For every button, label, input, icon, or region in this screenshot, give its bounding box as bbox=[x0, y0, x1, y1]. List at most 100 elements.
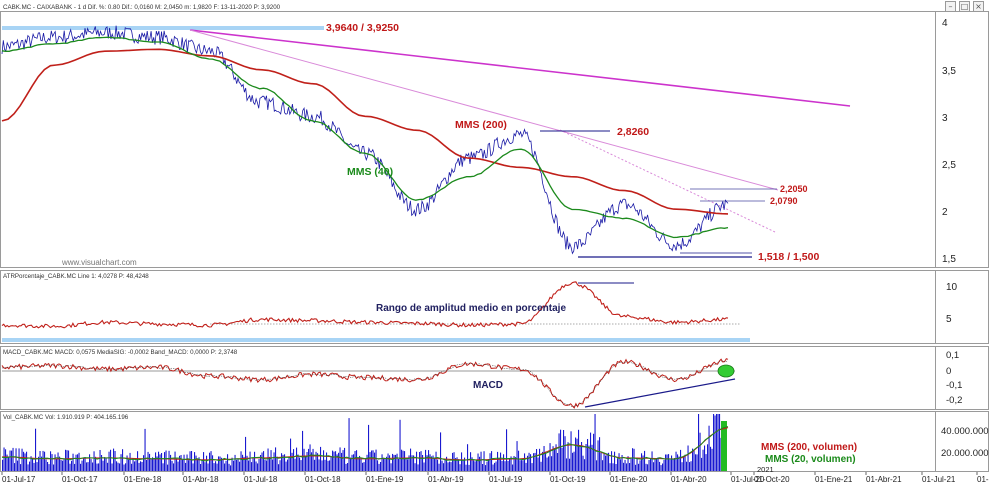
volume-bar bbox=[543, 446, 545, 471]
volume-bar bbox=[699, 432, 701, 471]
volume-bar bbox=[189, 451, 191, 471]
volume-bar bbox=[417, 464, 419, 471]
volume-bar bbox=[68, 450, 70, 471]
volume-bar bbox=[168, 450, 170, 471]
volume-bar bbox=[686, 461, 688, 471]
volume-bar bbox=[515, 457, 517, 471]
volume-bar bbox=[47, 462, 49, 471]
x-tick-label: 01-O bbox=[977, 475, 989, 484]
volume-bar bbox=[342, 450, 344, 471]
volume-highlight-bar bbox=[721, 421, 727, 471]
volume-bar bbox=[446, 456, 448, 471]
volume-bar bbox=[9, 450, 11, 471]
volume-bar bbox=[11, 450, 13, 471]
volume-bar bbox=[302, 430, 304, 471]
volume-bar bbox=[429, 454, 431, 471]
volume-bar bbox=[248, 460, 250, 471]
x-tick-label: 01-Oct-18 bbox=[305, 475, 341, 484]
label-mms200: MMS (200) bbox=[455, 119, 507, 131]
volume-bar bbox=[519, 460, 521, 471]
volume-bar bbox=[216, 463, 218, 471]
volume-bar bbox=[485, 465, 487, 471]
volume-bar bbox=[350, 457, 352, 471]
volume-bar bbox=[684, 454, 686, 471]
volume-bar bbox=[329, 460, 331, 471]
volume-bar bbox=[42, 450, 44, 471]
volume-bar bbox=[503, 454, 505, 471]
volume-bar bbox=[225, 460, 227, 471]
volume-bar bbox=[687, 445, 689, 471]
volume-bar bbox=[663, 460, 665, 471]
volume-bar bbox=[375, 449, 377, 471]
volume-bar bbox=[537, 457, 539, 471]
volume-bar bbox=[654, 459, 656, 471]
volume-bar bbox=[327, 460, 329, 471]
volume-bar bbox=[332, 450, 334, 471]
volume-bar bbox=[693, 450, 695, 471]
volume-bar bbox=[314, 459, 316, 471]
volume-bar bbox=[300, 460, 302, 471]
volume-bar bbox=[609, 463, 611, 471]
volume-bar bbox=[576, 438, 578, 471]
volume-bar bbox=[128, 459, 130, 471]
volume-bar bbox=[348, 418, 350, 471]
volume-bar bbox=[209, 452, 211, 471]
volume-bar bbox=[62, 460, 64, 471]
volume-bar bbox=[198, 457, 200, 471]
atr-ytick-10: 10 bbox=[946, 282, 958, 293]
volume-bar bbox=[572, 452, 574, 471]
mms200-series bbox=[1, 48, 729, 215]
volume-bar bbox=[36, 462, 38, 471]
volume-bar bbox=[690, 461, 692, 471]
volume-bar bbox=[627, 456, 629, 471]
volume-bar bbox=[632, 448, 634, 471]
volume-bar bbox=[258, 459, 260, 471]
volume-bar bbox=[15, 448, 17, 471]
volume-bar bbox=[296, 447, 298, 471]
volume-bar bbox=[629, 463, 631, 471]
volume-bar bbox=[45, 459, 47, 471]
volume-bar bbox=[480, 451, 482, 471]
volume-bar bbox=[174, 451, 176, 471]
volume-bar bbox=[612, 463, 614, 471]
volume-bar bbox=[390, 463, 392, 471]
volume-bar bbox=[507, 461, 509, 471]
volume-bar bbox=[92, 462, 94, 471]
volume-bar bbox=[486, 461, 488, 471]
close-button[interactable]: × bbox=[973, 1, 984, 12]
volume-bar bbox=[71, 460, 73, 471]
volume-bar bbox=[581, 442, 583, 471]
volume-bar bbox=[510, 456, 512, 471]
volume-bar bbox=[99, 450, 101, 471]
volume-bar bbox=[542, 451, 544, 471]
price-info: CABK.MC - CAIXABANK - 1 d Dif. %: 0.80 D… bbox=[3, 4, 281, 11]
volume-bar bbox=[567, 442, 569, 471]
volume-bar bbox=[308, 448, 310, 471]
maximize-button[interactable]: □ bbox=[959, 1, 970, 12]
volume-bar bbox=[645, 463, 647, 471]
volume-bar bbox=[170, 454, 172, 471]
x-tick-label: 01-Ene-19 bbox=[366, 475, 404, 484]
minimize-button[interactable]: – bbox=[945, 1, 956, 12]
volume-bar bbox=[129, 452, 131, 471]
x-tick-label: 01-Oct-17 bbox=[62, 475, 98, 484]
volume-bar bbox=[704, 445, 706, 471]
volume-bar bbox=[533, 453, 535, 471]
volume-bar bbox=[311, 452, 313, 471]
volume-bar bbox=[278, 464, 280, 471]
volume-bar bbox=[150, 458, 152, 471]
volume-bar bbox=[467, 444, 469, 471]
volume-bar bbox=[299, 457, 301, 471]
volume-bar bbox=[585, 444, 587, 471]
volume-bar bbox=[44, 451, 46, 471]
volume-bar bbox=[536, 449, 538, 471]
volume-bar bbox=[465, 464, 467, 471]
volume-bar bbox=[144, 428, 146, 471]
volume-bar bbox=[90, 459, 92, 471]
volume-bar bbox=[600, 453, 602, 471]
volume-bar bbox=[513, 456, 515, 471]
volume-bar bbox=[294, 458, 296, 471]
macd-highlight-circle bbox=[717, 364, 735, 378]
volume-bar bbox=[66, 450, 68, 471]
volume-bar bbox=[623, 462, 625, 471]
